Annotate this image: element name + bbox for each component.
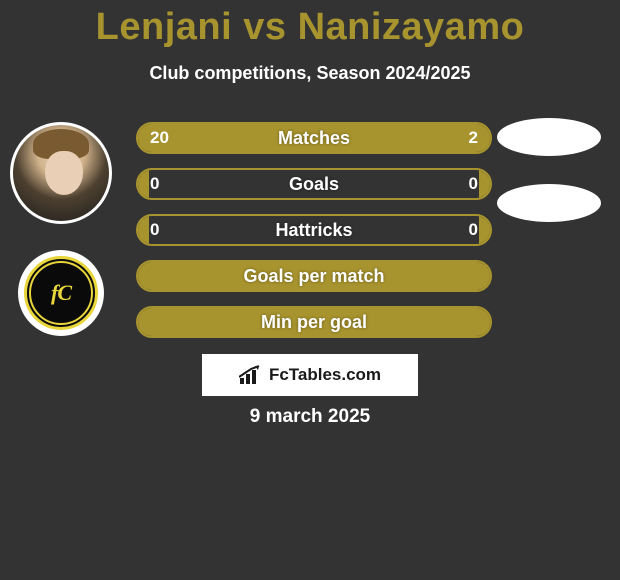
comparison-bars: 202Matches 00Goals 00Hattricks Goals per ma…	[136, 122, 492, 338]
infographic-date: 9 march 2025	[0, 406, 620, 428]
player2-club-logo	[497, 184, 601, 222]
infographic-container: Lenjani vs Nanizayamo Club competitions,…	[0, 0, 620, 580]
watermark: FcTables.com	[202, 354, 418, 396]
player1-club-logo: fC	[18, 250, 104, 336]
club-logo-inner: fC	[24, 256, 98, 330]
bar-label: Matches	[138, 124, 490, 152]
bar-label: Goals	[138, 170, 490, 198]
bar-row: Goals per match	[136, 260, 492, 292]
right-avatar-column	[494, 118, 604, 222]
page-title: Lenjani vs Nanizayamo	[0, 0, 620, 49]
bar-label: Hattricks	[138, 216, 490, 244]
left-avatar-column: fC	[10, 122, 112, 336]
watermark-label: FcTables.com	[269, 365, 381, 385]
player1-avatar	[10, 122, 112, 224]
bar-row: 202Matches	[136, 122, 492, 154]
bar-label: Goals per match	[138, 262, 490, 290]
bar-row: 00Goals	[136, 168, 492, 200]
player2-avatar	[497, 118, 601, 156]
bar-row: Min per goal	[136, 306, 492, 338]
club-monogram: fC	[51, 280, 71, 306]
page-subtitle: Club competitions, Season 2024/2025	[0, 63, 620, 84]
bar-label: Min per goal	[138, 308, 490, 336]
bar-row: 00Hattricks	[136, 214, 492, 246]
chart-icon	[239, 365, 263, 385]
